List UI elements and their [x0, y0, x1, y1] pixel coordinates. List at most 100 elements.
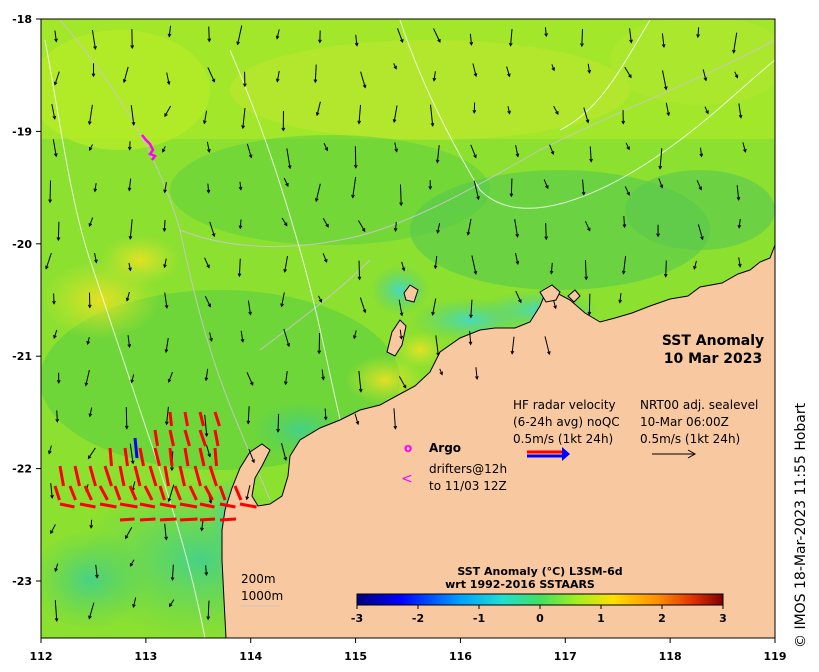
- sealevel-arrow-head: [473, 73, 478, 78]
- colorbar: [356, 593, 724, 606]
- sealevel-arrow: [435, 335, 439, 356]
- sealevel-arrow: [324, 408, 327, 420]
- sealevel-arrow: [87, 447, 96, 459]
- sealevel-arrow-head: [550, 150, 555, 155]
- sealevel-arrow: [358, 371, 362, 392]
- sealevel-arrow: [125, 407, 128, 429]
- sealevel-arrow: [209, 221, 215, 237]
- sealevel-arrow: [246, 372, 254, 386]
- hf-radar-arrow: [139, 502, 156, 509]
- sealevel-arrow-head: [94, 259, 98, 264]
- sealevel-arrow-head: [283, 456, 288, 461]
- sealevel-arrow-head: [163, 189, 167, 194]
- sealevel-arrow-head: [281, 127, 286, 132]
- sealevel-arrow: [436, 145, 440, 163]
- sealevel-arrow-head: [354, 42, 359, 47]
- sealevel-arrow: [94, 252, 97, 263]
- sealevel-arrow: [168, 371, 174, 383]
- sealevel-arrow-head: [127, 187, 132, 192]
- sealevel-arrow: [284, 255, 288, 272]
- sealevel-arrow: [322, 252, 328, 263]
- sealevel-arrow-head: [515, 260, 520, 265]
- sealevel-arrow-head: [507, 110, 511, 115]
- drifters-label-1: drifters@12h: [429, 462, 507, 476]
- hf-radar-arrow: [179, 502, 198, 509]
- sealevel-arrow: [704, 106, 709, 114]
- hf-radar-arrow: [199, 517, 216, 522]
- y-tick-label: -23: [12, 575, 32, 588]
- sealevel-arrow-head: [167, 33, 172, 38]
- sealevel-arrow: [168, 25, 172, 37]
- sealevel-arrow-head: [283, 268, 287, 273]
- drifter-track: [141, 134, 157, 161]
- sealevel-arrow: [359, 297, 366, 313]
- sealevel-arrow-head: [88, 615, 92, 620]
- sealevel-arrow: [129, 219, 133, 239]
- sealevel-arrow-head: [551, 67, 556, 72]
- sealevel-arrow-head: [56, 237, 61, 242]
- sealevel-arrow-head: [399, 335, 404, 340]
- sealevel-arrow-head: [581, 191, 586, 196]
- hf-radar-velocity-arrows: [53, 411, 257, 522]
- sealevel-arrow-head: [393, 227, 398, 232]
- hf-radar-arrow: [219, 502, 236, 509]
- sealevel-arrow: [171, 564, 174, 581]
- argo-symbol: o: [404, 441, 412, 455]
- sealevel-arrow: [625, 142, 630, 150]
- island: [567, 289, 581, 303]
- x-axis: 112 113 114 115 116 117 118 119: [30, 638, 786, 663]
- sealevel-arrow-head: [392, 119, 397, 124]
- sealevel-arrow-head: [622, 224, 627, 229]
- sealevel-arrow-head: [324, 147, 329, 152]
- colorbar-title-1: SST Anomaly (°C) L3SM-6d: [457, 565, 622, 578]
- sealevel-arrow: [238, 258, 241, 277]
- colorbar-tick-label: 1: [597, 612, 605, 625]
- sealevel-arrow-head: [204, 572, 209, 577]
- sealevel-arrow: [128, 262, 131, 271]
- sealevel-arrow: [322, 217, 329, 228]
- island: [386, 319, 407, 357]
- sealevel-arrow-head: [432, 77, 437, 82]
- sealevel-arrow-head: [736, 196, 741, 201]
- sealevel-arrow: [506, 66, 510, 77]
- title-line1: SST Anomaly: [662, 333, 764, 349]
- sealevel-arrow: [622, 255, 627, 274]
- sealevel-arrow: [693, 260, 697, 270]
- sealevel-arrow-head: [693, 265, 697, 270]
- colorbar-tick-label: -3: [351, 612, 363, 625]
- sealevel-arrow-head: [518, 299, 522, 304]
- sealevel-arrow: [398, 299, 403, 316]
- sealevel-arrow: [130, 374, 135, 383]
- island: [539, 284, 561, 303]
- sealevel-arrow-head: [437, 38, 441, 43]
- sealevel-arrow: [125, 526, 133, 539]
- colorbar-tick-label: 2: [658, 612, 666, 625]
- argo-label: Argo: [429, 441, 461, 455]
- sealevel-arrow: [398, 376, 407, 389]
- hf-radar-arrow: [183, 429, 191, 447]
- sealevel-arrow: [50, 524, 56, 534]
- sealevel-arrow-head: [656, 233, 660, 238]
- sealevel-arrow-head: [358, 388, 363, 393]
- sealevel-arrow-head: [699, 153, 704, 158]
- sealevel-arrow: [323, 142, 328, 151]
- x-tick-label: 115: [344, 650, 367, 663]
- sealevel-arrow: [432, 298, 437, 315]
- sealevel-arrow-head: [275, 35, 280, 40]
- colorbar-tick-label: -1: [473, 612, 485, 625]
- sealevel-arrow-head: [553, 305, 557, 310]
- x-tick-label: 114: [239, 650, 262, 663]
- sealevel-arrow: [543, 179, 549, 189]
- sealevel-arrow: [589, 146, 592, 162]
- x-tick-label: 118: [659, 650, 682, 663]
- hf-radar-arrow: [158, 485, 166, 501]
- sealevel-arrow-head: [209, 337, 213, 342]
- hf-radar-arrow-blue: [133, 437, 139, 459]
- sealevel-arrow-head: [737, 224, 742, 229]
- sealevel-arrow-head: [54, 617, 59, 622]
- hf-radar-arrow: [128, 485, 138, 501]
- sealevel-arrow-head: [353, 164, 358, 169]
- sealevel-arrow: [733, 32, 738, 53]
- sealevel-arrow-head: [509, 193, 514, 198]
- sealevel-arrow-head: [280, 303, 284, 308]
